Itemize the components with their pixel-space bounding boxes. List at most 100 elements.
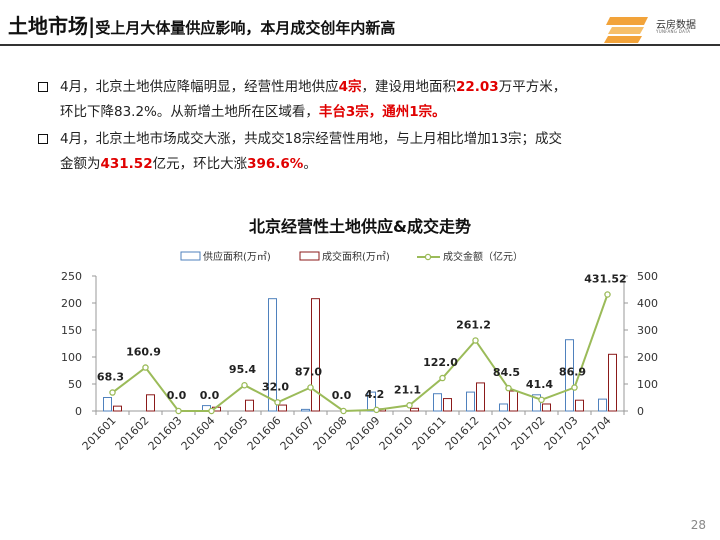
transaction-amount-label: 41.4	[526, 378, 553, 391]
supply-area-bar	[433, 393, 442, 412]
transaction-amount-point	[142, 364, 149, 371]
transaction-amount-point	[340, 407, 347, 415]
x-axis-tick-label: 201703	[542, 414, 581, 453]
transaction-amount-label: 0.0	[167, 389, 187, 402]
transaction-area-bar	[476, 382, 485, 412]
transaction-area-bar	[146, 394, 155, 412]
transaction-amount-point	[505, 384, 512, 392]
x-axis-tick-label: 201603	[146, 414, 185, 453]
page-number: 28	[690, 518, 706, 532]
transaction-amount-point	[175, 407, 182, 415]
right-axis-tick-label: 100	[637, 378, 658, 391]
transaction-amount-point	[109, 389, 116, 396]
legend-marker-amount	[424, 253, 432, 261]
page-title: 土地市场|受上月大体量供应影响，本月成交创年内新高	[8, 10, 395, 39]
x-axis-tick-label: 201606	[245, 414, 284, 453]
header-divider	[0, 44, 720, 46]
bullet-item: 4月，北京土地市场成交大涨，共成交18宗经营性用地，与上月相比增加13宗；成交 …	[36, 127, 676, 177]
highlight-text: 4宗	[338, 79, 362, 95]
transaction-amount-label: 160.9	[126, 346, 161, 359]
logo-text: 云房数据	[656, 20, 696, 31]
transaction-area-bar	[311, 298, 320, 412]
transaction-amount-point	[208, 407, 215, 415]
bullet-line: 金额为431.52亿元，环比大涨396.6%。	[60, 152, 676, 177]
highlight-text: 431.52	[100, 156, 153, 172]
highlight-text: 396.6%	[247, 156, 304, 172]
transaction-amount-label: 122.0	[423, 356, 458, 369]
x-axis-tick-label: 201704	[575, 414, 614, 453]
body-text: 环比下降83.2%。从新增土地所在区域看，	[60, 104, 319, 120]
transaction-area-bar	[113, 405, 122, 412]
x-axis-tick-label: 201610	[377, 414, 416, 453]
transaction-amount-label: 431.52	[584, 272, 626, 285]
bullet-square-icon	[38, 82, 48, 92]
left-axis-tick-label: 0	[75, 405, 82, 418]
transaction-amount-point	[307, 384, 314, 391]
transaction-amount-point	[274, 399, 281, 406]
bullet-list: 4月，北京土地供应降幅明显，经营性用地供应4宗，建设用地面积22.03万平方米，…	[36, 75, 676, 179]
supply-area-bar	[103, 397, 112, 412]
body-text: 4月，北京土地市场成交大涨，共成交18宗经营性用地，与上月相比增加13宗；成交	[60, 131, 562, 147]
x-axis-tick-label: 201702	[509, 414, 548, 453]
bullet-line: 4月，北京土地供应降幅明显，经营性用地供应4宗，建设用地面积22.03万平方米，	[60, 75, 676, 100]
transaction-amount-label: 68.3	[97, 371, 124, 384]
left-axis-tick-label: 100	[61, 351, 82, 364]
body-text: 金额为	[60, 156, 101, 172]
supply-area-bar	[565, 339, 574, 412]
transaction-amount-label: 4.2	[365, 388, 385, 401]
legend-label-supply: 供应面积(万㎡)	[203, 250, 271, 263]
supply-area-bar	[301, 408, 310, 412]
left-axis-tick-label: 200	[61, 297, 82, 310]
title-separator: |	[88, 14, 96, 38]
transaction-area-bar	[575, 399, 584, 412]
left-axis-tick-label: 50	[68, 378, 82, 391]
transaction-amount-point	[241, 381, 248, 389]
transaction-area-bar	[443, 398, 452, 412]
transaction-amount-label: 84.5	[493, 366, 520, 379]
right-axis-tick-label: 400	[637, 297, 658, 310]
transaction-amount-label: 32.0	[262, 380, 289, 393]
transaction-amount-label: 261.2	[456, 318, 491, 331]
x-axis-tick-label: 201601	[80, 414, 119, 453]
transaction-amount-label: 87.0	[295, 366, 322, 379]
bullet-line: 环比下降83.2%。从新增土地所在区域看，丰台3宗，通州1宗。	[60, 100, 676, 125]
body-text: ，建设用地面积	[361, 79, 457, 95]
header: 土地市场|受上月大体量供应影响，本月成交创年内新高 云房数据 YUNFANG D…	[0, 0, 720, 50]
transaction-amount-point	[538, 396, 545, 404]
transaction-amount-point	[373, 406, 380, 414]
transaction-area-bar	[509, 390, 518, 412]
transaction-area-bar	[410, 407, 419, 412]
x-axis-tick-label: 201609	[344, 414, 383, 453]
supply-area-bar	[268, 298, 277, 412]
highlight-text: 22.03	[456, 79, 499, 95]
left-axis-tick-label: 250	[61, 270, 82, 283]
body-text: 万平方米，	[498, 79, 567, 95]
right-axis-tick-label: 500	[637, 270, 658, 283]
x-axis-tick-label: 201608	[311, 414, 350, 453]
transaction-amount-label: 95.4	[229, 363, 256, 376]
transaction-amount-point	[406, 402, 413, 409]
transaction-amount-label: 0.0	[332, 389, 352, 402]
chart-title: 北京经营性土地供应&成交走势	[249, 217, 471, 236]
title-main: 土地市场	[8, 14, 88, 38]
bullet-square-icon	[38, 134, 48, 144]
legend-label-amount: 成交金额（亿元）	[443, 250, 523, 263]
x-axis-tick-label: 201701	[476, 414, 515, 453]
x-axis-tick-label: 201604	[179, 414, 218, 453]
yunfang-logo: 云房数据 YUNFANG DATA	[604, 14, 704, 46]
body-text: 4月，北京土地供应降幅明显，经营性用地供应	[60, 79, 339, 95]
bullet-item: 4月，北京土地供应降幅明显，经营性用地供应4宗，建设用地面积22.03万平方米，…	[36, 75, 676, 125]
transaction-amount-point	[571, 384, 578, 391]
transaction-amount-line	[111, 294, 609, 413]
x-axis-tick-label: 201611	[410, 414, 449, 453]
right-axis-tick-label: 300	[637, 324, 658, 337]
left-axis-tick-label: 150	[61, 324, 82, 337]
legend-swatch-supply	[180, 251, 201, 261]
body-text: 。	[303, 156, 317, 172]
legend-label-transaction-area: 成交面积(万㎡)	[322, 250, 390, 263]
transaction-amount-point	[439, 374, 446, 382]
transaction-amount-label: 0.0	[200, 389, 220, 402]
transaction-amount-point	[472, 337, 479, 344]
legend-swatch-transaction-area	[299, 251, 320, 261]
supply-area-bar	[598, 398, 607, 412]
